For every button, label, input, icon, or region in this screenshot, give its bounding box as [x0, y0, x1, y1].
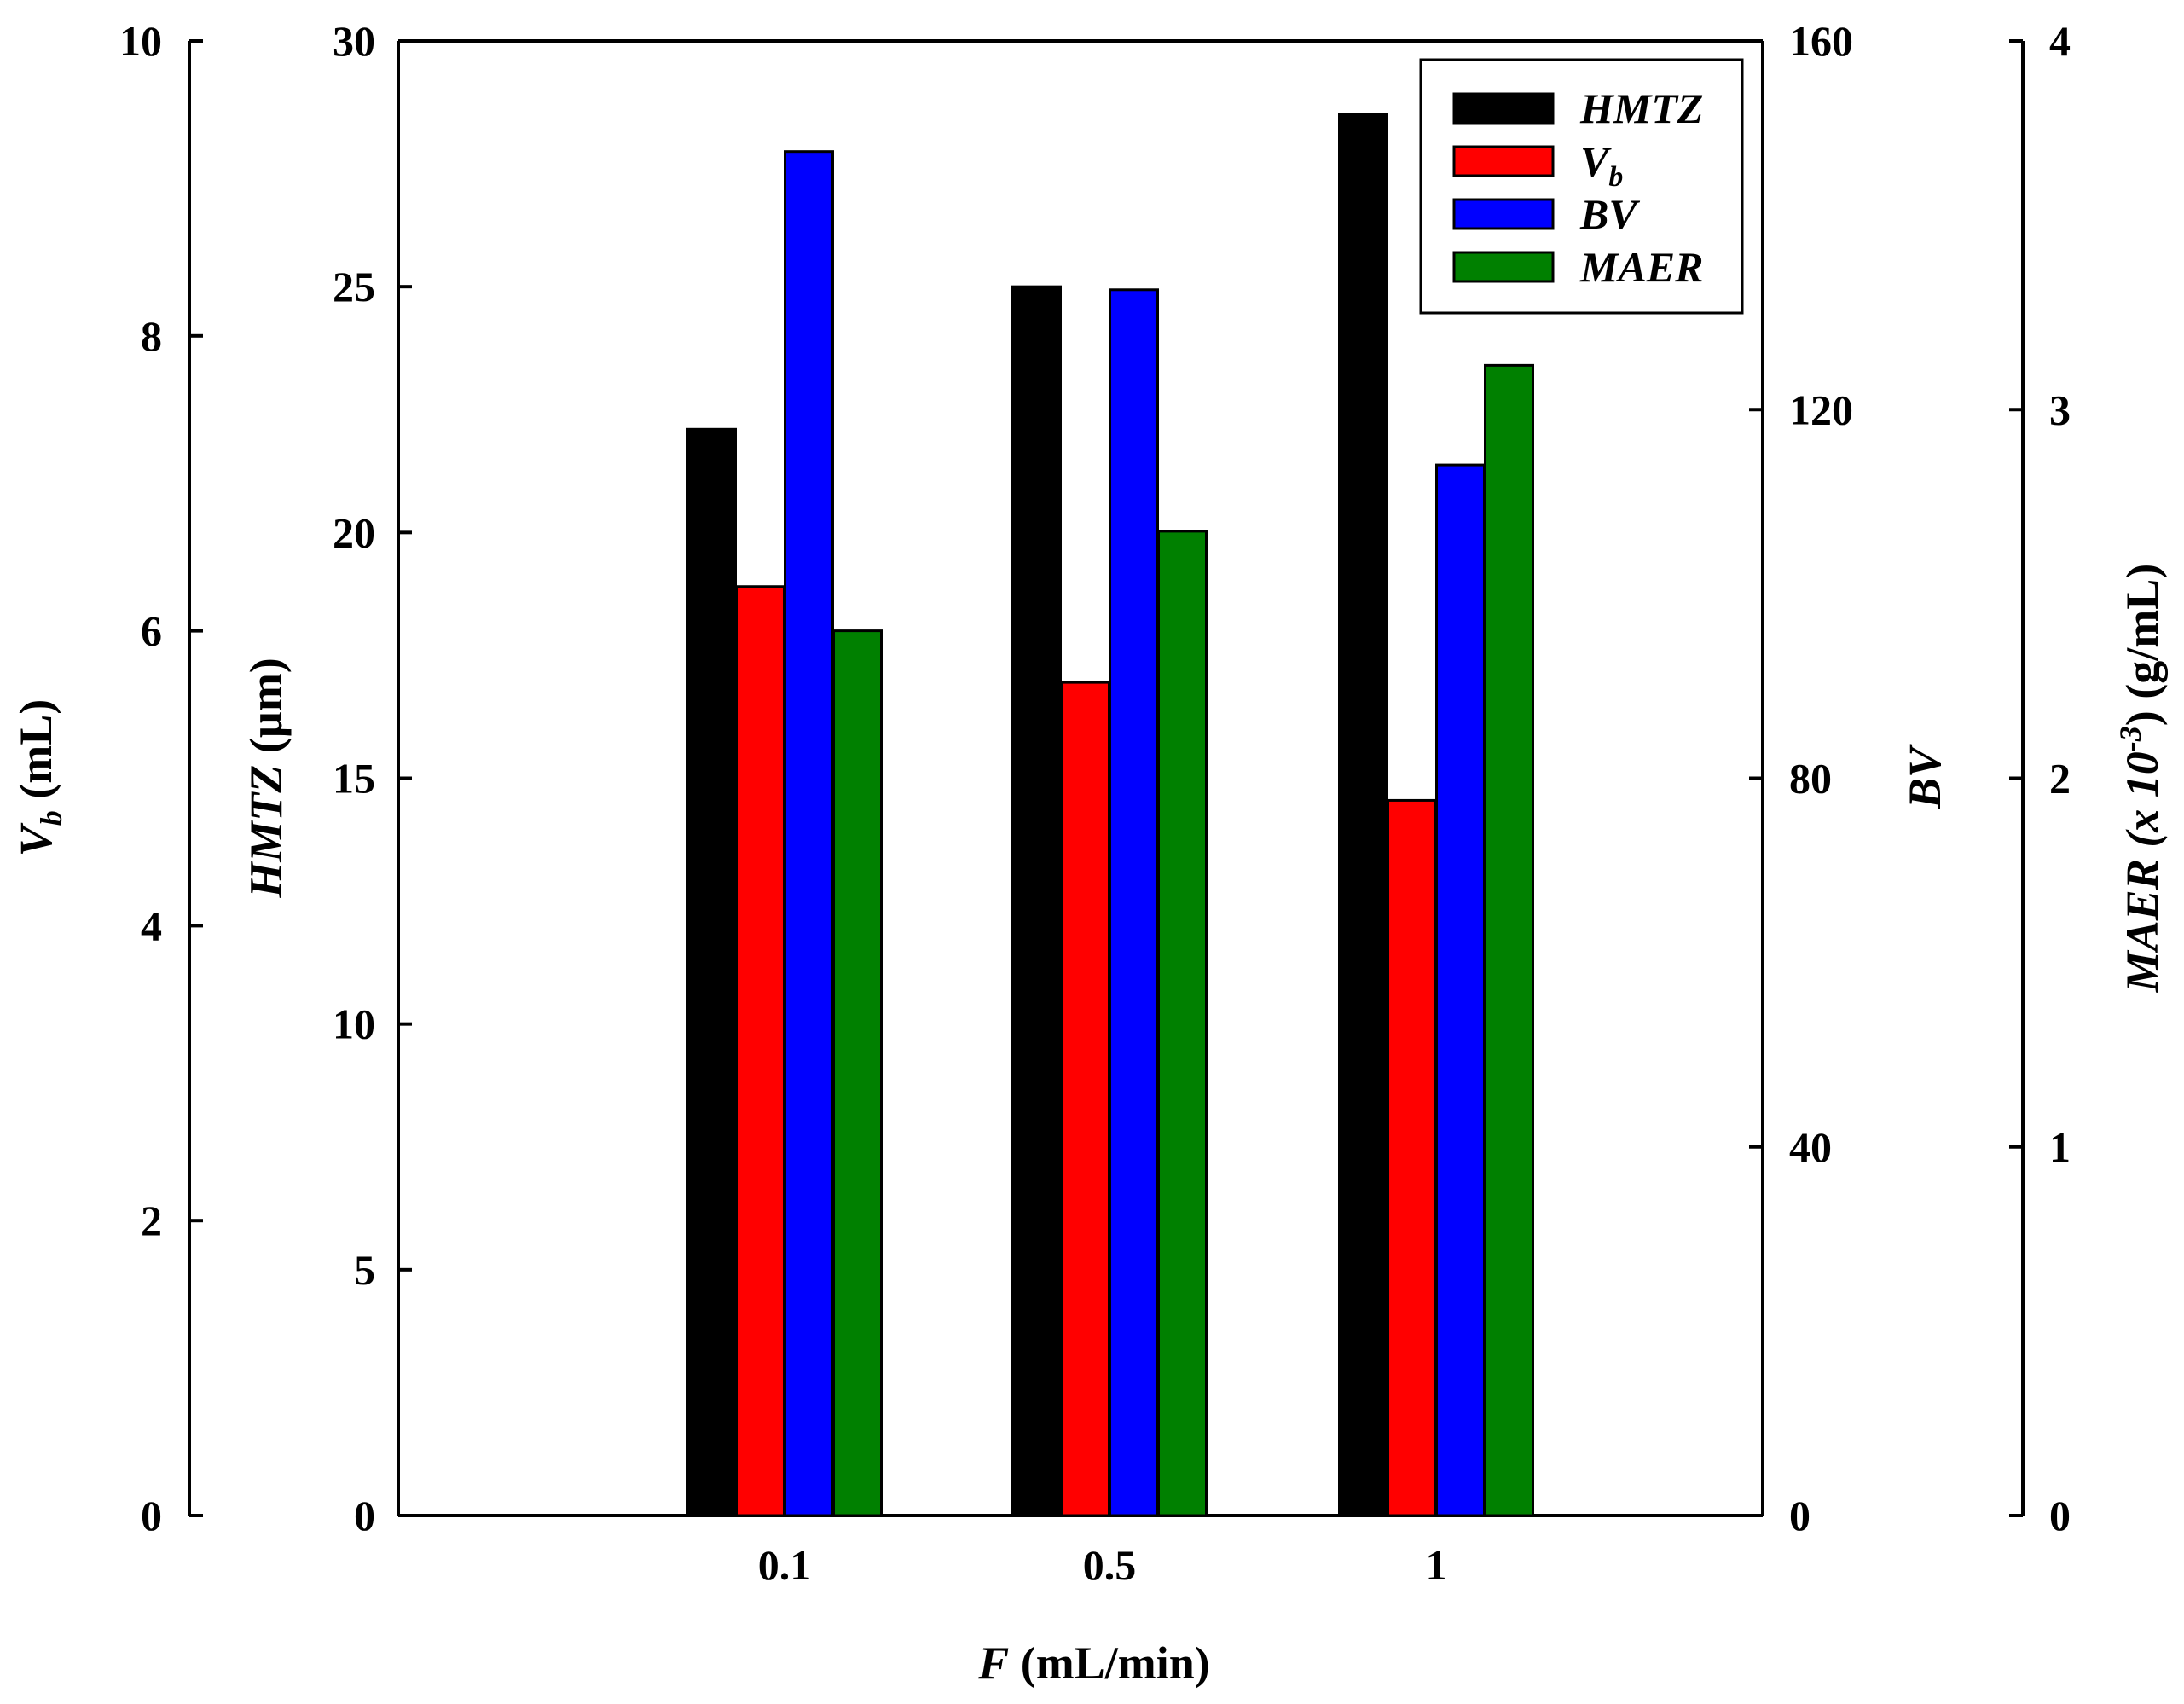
maer-axis-title: MAER (x 10-3) (g/mL) — [2113, 564, 2168, 994]
maer-tick-label: 2 — [2049, 755, 2071, 803]
legend-swatch-maer — [1452, 251, 1555, 283]
bar-hmtz-0.5 — [1011, 285, 1062, 1517]
x-tick-label: 1 — [1426, 1541, 1447, 1589]
bar-maer-0.1 — [832, 629, 883, 1517]
bar-bv-1 — [1435, 463, 1486, 1517]
bar-vb-1 — [1387, 798, 1437, 1517]
legend-label-bv: BV — [1579, 190, 1640, 238]
bar-bv-0.5 — [1109, 288, 1159, 1517]
vb-tick-label: 8 — [141, 312, 162, 360]
vb-tick-label: 0 — [141, 1492, 162, 1539]
hmtz-tick-label: 25 — [333, 263, 375, 310]
bv-tick-label: 0 — [1789, 1492, 1810, 1539]
legend-swatch-vb — [1452, 145, 1555, 177]
legend-swatch-hmtz — [1452, 92, 1555, 125]
bv-tick-label: 80 — [1789, 755, 1832, 803]
hmtz-axis-title: HMTZ (µm) — [240, 658, 292, 899]
x-axis-title: F (mL/min) — [977, 1637, 1210, 1689]
legend-label-vb: Vb — [1580, 137, 1623, 193]
bv-tick-label: 40 — [1789, 1123, 1832, 1171]
bar-vb-0.1 — [735, 585, 785, 1517]
vb-axis-title: Vb (mL) — [10, 699, 68, 857]
maer-tick-label: 3 — [2049, 385, 2071, 433]
bv-axis-title: BV — [1899, 744, 1950, 809]
bar-bv-0.1 — [784, 150, 834, 1517]
bv-tick-label: 160 — [1789, 17, 1853, 65]
hmtz-tick-label: 0 — [354, 1492, 375, 1539]
hmtz-tick-label: 5 — [354, 1246, 375, 1294]
bv-tick-label: 120 — [1789, 385, 1853, 433]
x-tick-label: 0.1 — [758, 1541, 812, 1589]
x-tick-label: 0.5 — [1083, 1541, 1137, 1589]
hmtz-tick-label: 30 — [333, 17, 375, 65]
maer-tick-label: 4 — [2049, 17, 2071, 65]
maer-tick-label: 1 — [2049, 1123, 2071, 1171]
vb-tick-label: 2 — [141, 1197, 162, 1244]
vb-tick-label: 4 — [141, 901, 162, 949]
x-ticks: 0.1 0.5 1 — [758, 1541, 1447, 1589]
bar-vb-0.5 — [1060, 681, 1110, 1517]
legend-label-maer: MAER — [1579, 243, 1704, 291]
hmtz-tick-label: 20 — [333, 508, 375, 556]
bar-hmtz-1 — [1338, 113, 1388, 1517]
hmtz-tick-label: 10 — [333, 1000, 375, 1048]
hmtz-tick-label: 15 — [333, 755, 375, 803]
legend-swatch-bv — [1452, 198, 1555, 230]
maer-tick-label: 0 — [2049, 1492, 2071, 1539]
bar-hmtz-0.1 — [686, 427, 737, 1517]
bars — [686, 113, 1534, 1517]
bar-maer-0.5 — [1157, 530, 1208, 1517]
vb-tick-label: 10 — [119, 17, 162, 65]
bar-maer-1 — [1484, 363, 1534, 1517]
vb-tick-label: 6 — [141, 607, 162, 655]
ticks: 0 2 4 6 8 10 0 5 10 15 20 25 30 0 40 80 120 160 0 1 2 3 4 — [119, 17, 2071, 1539]
legend-label-hmtz: HMTZ — [1579, 84, 1703, 132]
